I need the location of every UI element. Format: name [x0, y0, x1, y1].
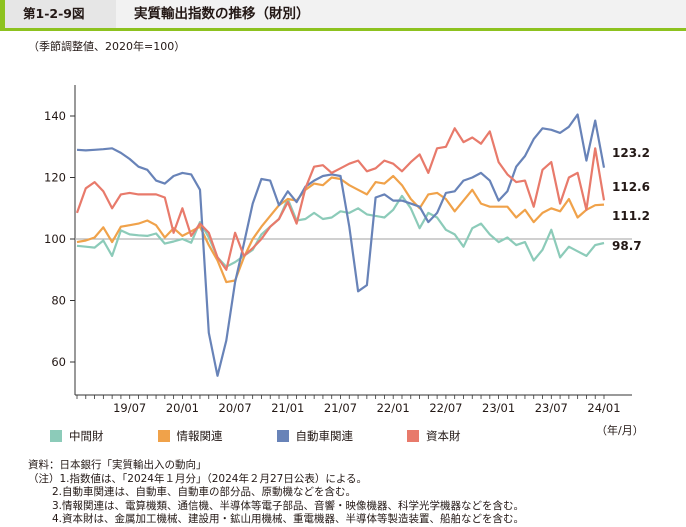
- series-line-0: [76, 194, 605, 268]
- x-tick-label: 24/01: [587, 401, 620, 415]
- legend-swatch: [50, 430, 62, 442]
- note-line: 3.情報関連は、電算機類、通信機、半導体等電子部品、音響・映像機器、科学光学機器…: [52, 499, 525, 512]
- legend-label: 自動車関連: [295, 429, 354, 443]
- legend-label: 情報関連: [176, 429, 223, 443]
- legend-item-info: 情報関連: [157, 428, 223, 444]
- x-tick-label: 23/01: [482, 401, 515, 415]
- figure-header: 第1-2-9図 実質輸出指数の推移（財別）: [0, 0, 686, 31]
- chart-legend: 中間財 情報関連 自動車関連 資本財: [50, 428, 515, 444]
- note-line: 資料：日本銀行「実質輸出入の動向」: [28, 459, 207, 471]
- legend-item-capital: 資本財: [407, 428, 461, 444]
- unit-note: （季節調整値、2020年=100）: [28, 40, 186, 53]
- legend-item-intermediate: 中間財: [50, 428, 104, 444]
- note-line: 4.資本財は、金属加工機械、建設用・鉱山用機械、重電機器、半導体等製造装置、船舶…: [52, 513, 525, 525]
- series-line-3: [75, 127, 606, 271]
- series-line-1: [76, 174, 605, 284]
- figure-title: 実質輸出指数の推移（財別）: [134, 6, 310, 22]
- y-tick-label: 140: [44, 109, 66, 123]
- x-unit-label: （年/月）: [596, 424, 644, 437]
- legend-swatch: [157, 430, 170, 442]
- end-value-label: 112.6: [612, 180, 650, 194]
- x-tick-label: 20/07: [219, 401, 252, 415]
- y-tick-label: 100: [44, 232, 66, 246]
- x-tick-label: 19/07: [113, 401, 146, 415]
- x-tick-label: 22/01: [377, 401, 410, 415]
- y-tick-label: 60: [51, 355, 66, 369]
- end-value-label: 123.2: [612, 146, 650, 160]
- end-value-label: 98.7: [612, 239, 642, 253]
- end-value-label: 111.2: [612, 209, 650, 223]
- x-tick-label: 22/07: [429, 401, 462, 415]
- y-tick-label: 120: [44, 171, 66, 185]
- x-tick-label: 21/01: [271, 401, 304, 415]
- figure-number: 第1-2-9図: [0, 0, 116, 28]
- x-tick-label: 23/07: [535, 401, 568, 415]
- legend-swatch: [407, 430, 419, 442]
- note-line: 2.自動車関連は、自動車、自動車の部分品、原動機などを含む。: [52, 486, 357, 498]
- legend-swatch: [276, 430, 289, 442]
- x-tick-label: 20/01: [166, 401, 199, 415]
- note-line: （注）1.指数値は、「2024年１月分」（2024年２月27日公表）による。: [28, 472, 368, 485]
- x-tick-label: 21/07: [324, 401, 357, 415]
- legend-label: 中間財: [69, 429, 104, 443]
- legend-label: 資本財: [426, 429, 461, 443]
- series-line-2: [76, 113, 606, 377]
- legend-item-auto: 自動車関連: [276, 428, 354, 444]
- source-notes: 資料：日本銀行「実質輸出入の動向」 （注）1.指数値は、「2024年１月分」（2…: [28, 459, 524, 527]
- y-tick-label: 80: [51, 294, 66, 308]
